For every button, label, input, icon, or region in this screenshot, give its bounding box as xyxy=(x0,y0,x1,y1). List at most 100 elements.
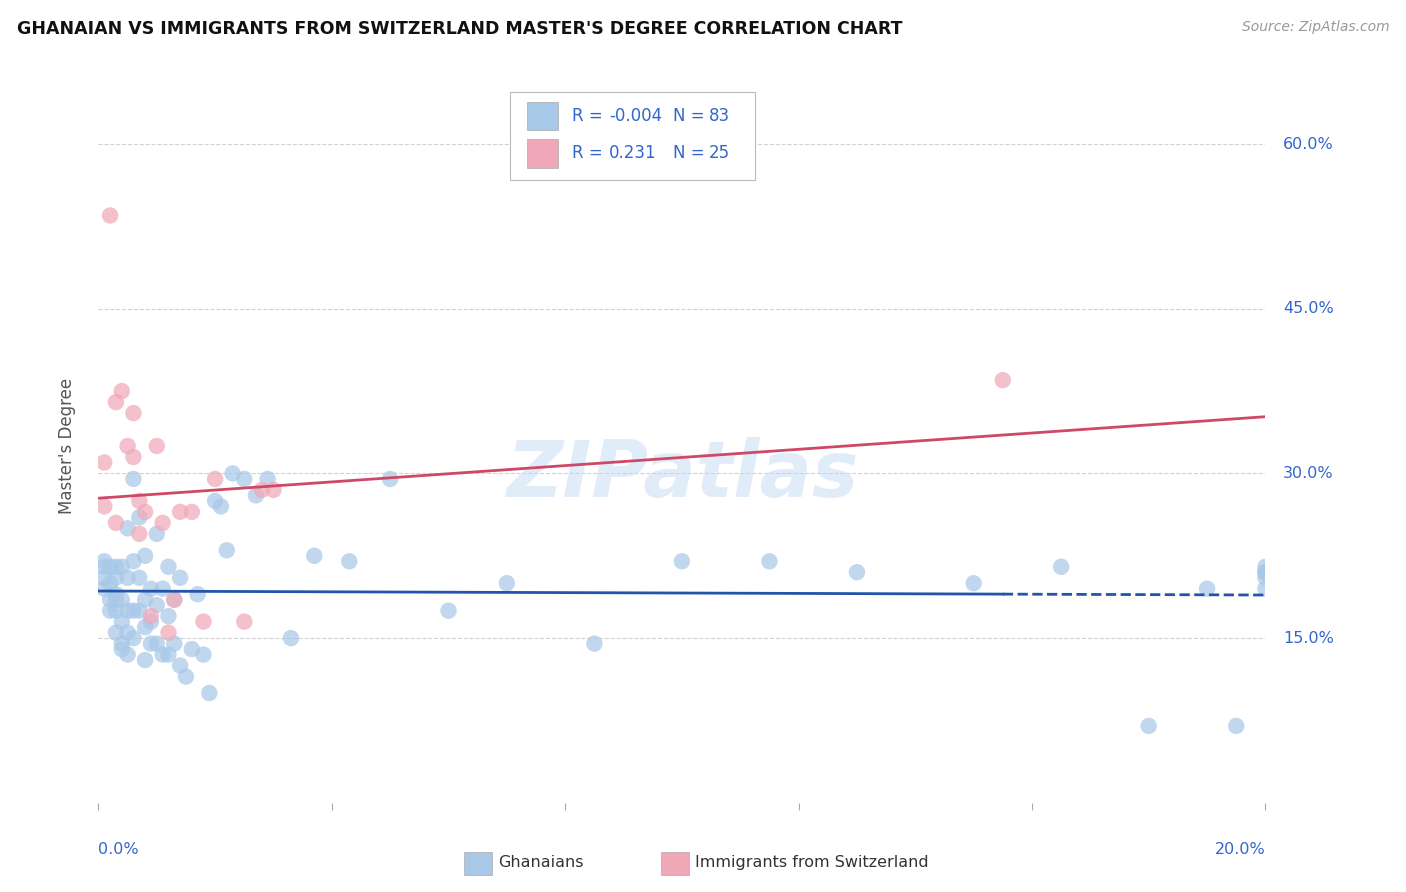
Point xyxy=(98,576,121,591)
Point xyxy=(98,604,121,618)
Text: 25: 25 xyxy=(709,145,730,162)
Point xyxy=(122,631,145,645)
Point xyxy=(117,439,139,453)
Text: GHANAIAN VS IMMIGRANTS FROM SWITZERLAND MASTER'S DEGREE CORRELATION CHART: GHANAIAN VS IMMIGRANTS FROM SWITZERLAND … xyxy=(17,20,903,37)
Point xyxy=(98,209,121,223)
Point xyxy=(256,472,278,486)
Text: 83: 83 xyxy=(709,107,730,125)
Point xyxy=(139,637,162,651)
Point xyxy=(128,526,150,541)
Point xyxy=(134,505,156,519)
Point xyxy=(117,571,139,585)
Point xyxy=(157,625,180,640)
Point xyxy=(134,549,156,563)
Point xyxy=(122,604,145,618)
Point xyxy=(146,637,169,651)
Point xyxy=(104,587,127,601)
Point xyxy=(104,625,127,640)
Text: -0.004: -0.004 xyxy=(609,107,662,125)
Point xyxy=(117,604,139,618)
Point xyxy=(146,526,169,541)
Point xyxy=(163,592,186,607)
Point xyxy=(128,494,150,508)
Point xyxy=(169,571,191,585)
Point xyxy=(304,549,326,563)
Text: Ghanaians: Ghanaians xyxy=(498,855,583,870)
Point xyxy=(128,571,150,585)
Point xyxy=(152,516,174,530)
Point xyxy=(139,582,162,596)
Point xyxy=(233,472,256,486)
Point xyxy=(128,510,150,524)
Point xyxy=(163,592,186,607)
Point xyxy=(93,554,115,568)
Point xyxy=(104,559,127,574)
Point xyxy=(169,505,191,519)
Text: 20.0%: 20.0% xyxy=(1215,842,1265,857)
Point xyxy=(758,554,780,568)
Point xyxy=(846,566,869,580)
Text: N =: N = xyxy=(673,107,710,125)
Point xyxy=(117,625,139,640)
Point xyxy=(134,592,156,607)
Point xyxy=(1254,571,1277,585)
Point xyxy=(104,516,127,530)
Y-axis label: Master's Degree: Master's Degree xyxy=(58,378,76,514)
Point xyxy=(93,582,115,596)
Point xyxy=(134,620,156,634)
Point xyxy=(496,576,519,591)
Point xyxy=(111,615,134,629)
Point xyxy=(380,472,402,486)
Point xyxy=(152,648,174,662)
Point xyxy=(98,559,121,574)
Text: 30.0%: 30.0% xyxy=(1282,466,1333,481)
Point xyxy=(111,637,134,651)
Point xyxy=(1050,559,1073,574)
Point xyxy=(111,384,134,398)
Point xyxy=(962,576,984,591)
Point xyxy=(337,554,360,568)
Point xyxy=(174,669,197,683)
Text: Source: ZipAtlas.com: Source: ZipAtlas.com xyxy=(1241,20,1389,34)
Point xyxy=(139,609,162,624)
Text: 0.0%: 0.0% xyxy=(98,842,139,857)
Point xyxy=(215,543,238,558)
Point xyxy=(233,615,256,629)
Point xyxy=(187,587,209,601)
Point xyxy=(193,648,215,662)
Point xyxy=(93,571,115,585)
Point xyxy=(437,604,460,618)
Point xyxy=(1254,566,1277,580)
Point xyxy=(221,467,243,481)
Text: Immigrants from Switzerland: Immigrants from Switzerland xyxy=(695,855,928,870)
Point xyxy=(117,648,139,662)
Point xyxy=(583,637,606,651)
Point xyxy=(157,648,180,662)
Point xyxy=(1137,719,1160,733)
Point xyxy=(1254,566,1277,580)
Text: 15.0%: 15.0% xyxy=(1282,631,1334,646)
Point xyxy=(122,450,145,464)
Point xyxy=(204,472,226,486)
Point xyxy=(280,631,302,645)
Point xyxy=(209,500,232,514)
Text: N =: N = xyxy=(673,145,710,162)
Point xyxy=(98,592,121,607)
Point xyxy=(157,559,180,574)
Point xyxy=(128,604,150,618)
Point xyxy=(157,609,180,624)
Point xyxy=(152,582,174,596)
Point xyxy=(180,505,202,519)
Point xyxy=(122,406,145,420)
Point xyxy=(1254,566,1277,580)
Text: 45.0%: 45.0% xyxy=(1282,301,1334,317)
Point xyxy=(104,592,127,607)
Text: ZIPatlas: ZIPatlas xyxy=(506,436,858,513)
Text: 60.0%: 60.0% xyxy=(1282,136,1334,152)
Point xyxy=(122,472,145,486)
Point xyxy=(1254,582,1277,596)
Point xyxy=(671,554,693,568)
Point xyxy=(93,559,115,574)
Point xyxy=(1254,559,1277,574)
Point xyxy=(104,604,127,618)
